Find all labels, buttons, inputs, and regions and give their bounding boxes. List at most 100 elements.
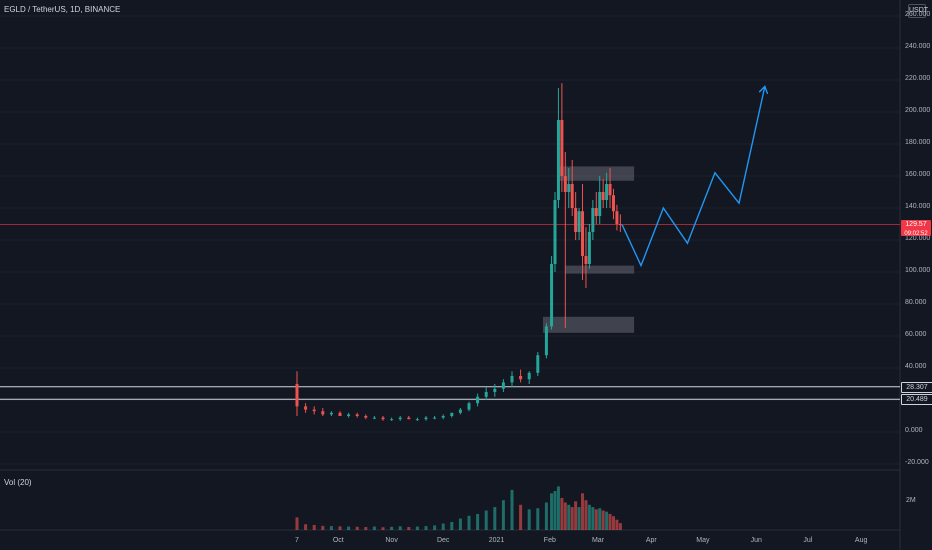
- volume-bar: [372, 526, 376, 530]
- volume-bar: [570, 507, 574, 530]
- volume-bar: [611, 516, 615, 530]
- candle-body: [581, 211, 585, 256]
- candle-body: [364, 416, 368, 418]
- volume-bar: [458, 518, 462, 530]
- candle-body: [433, 417, 437, 419]
- price-axis-tick: 200.000: [905, 107, 931, 114]
- candle-body: [556, 120, 560, 200]
- candle-body: [476, 396, 480, 404]
- price-zone: [558, 166, 635, 181]
- time-axis-tick: 7: [295, 537, 299, 544]
- level-badge-1: 28.307: [901, 381, 932, 393]
- time-axis-tick: Apr: [645, 537, 657, 544]
- time-axis-tick: Nov: [385, 537, 398, 544]
- candle-body: [312, 409, 316, 412]
- candle-body: [618, 224, 622, 225]
- volume-bar: [407, 527, 411, 530]
- volume-bar: [584, 500, 588, 530]
- volume-bar: [321, 525, 325, 530]
- candle-body: [424, 417, 428, 420]
- candle-body: [567, 184, 571, 192]
- price-axis-tick: 160.000: [905, 171, 931, 178]
- price-axis-tick: 220.000: [905, 75, 931, 82]
- volume-bar: [415, 526, 419, 530]
- volume-bar: [312, 524, 316, 530]
- candle-body: [574, 208, 578, 232]
- volume-bar: [553, 491, 557, 530]
- candle-body: [338, 412, 342, 416]
- volume-bar: [567, 504, 571, 530]
- volume-bar: [577, 507, 581, 530]
- price-value: 129.57: [905, 220, 927, 228]
- candle-body: [407, 417, 411, 420]
- volume-bar: [329, 526, 333, 530]
- candle-body: [544, 326, 548, 356]
- candle-body: [510, 376, 514, 383]
- projection-arrowhead: [758, 85, 769, 95]
- volume-bar: [608, 513, 612, 530]
- volume-bar: [618, 523, 622, 530]
- time-axis-tick: Dec: [436, 537, 450, 544]
- price-countdown: 09:02:52: [904, 230, 928, 237]
- volume-bar: [355, 526, 359, 530]
- current-price-badge: 129.57 09:02:52: [901, 219, 931, 237]
- volume-bar: [441, 523, 445, 530]
- volume-bar: [304, 524, 308, 530]
- candle-body: [415, 419, 419, 421]
- volume-label: Vol (20): [4, 478, 32, 487]
- candle-body: [587, 232, 591, 264]
- volume-bar: [598, 508, 602, 530]
- candle-body: [329, 412, 333, 415]
- candle-body: [501, 382, 505, 389]
- volume-bar: [587, 504, 591, 530]
- price-axis-tick: 120.000: [905, 235, 931, 242]
- time-axis-tick: Jun: [750, 537, 762, 544]
- volume-bar: [467, 515, 471, 530]
- candle-body: [615, 211, 619, 224]
- volume-bar: [556, 486, 560, 530]
- volume-bar: [550, 493, 554, 530]
- volume-bar: [338, 526, 342, 530]
- price-zone: [542, 316, 635, 333]
- candle-body: [441, 416, 445, 418]
- price-axis-tick: 60.000: [905, 331, 927, 338]
- price-axis-tick: 180.000: [905, 139, 931, 146]
- projection-path: [621, 86, 766, 268]
- volume-bar: [424, 526, 428, 530]
- candle-body: [450, 412, 454, 416]
- candle-body: [355, 414, 359, 416]
- volume-bar: [560, 497, 564, 530]
- candle-body: [605, 184, 609, 200]
- volume-bar: [398, 526, 402, 530]
- volume-bar: [493, 507, 497, 530]
- time-axis-tick: Jul: [803, 537, 813, 544]
- volume-bar: [510, 489, 514, 530]
- volume-bar: [527, 509, 531, 530]
- candle-body: [321, 411, 325, 415]
- price-axis-tick: 140.000: [905, 203, 931, 210]
- time-axis-tick: Feb: [543, 537, 556, 544]
- price-axis-tick: 240.000: [905, 43, 931, 50]
- time-axis-tick: Mar: [591, 537, 605, 544]
- candle-body: [390, 419, 394, 421]
- currency-label[interactable]: USDT: [908, 4, 928, 18]
- volume-bar: [601, 510, 605, 530]
- candle-body: [553, 200, 557, 264]
- candle-body: [560, 120, 564, 176]
- candle-body: [347, 414, 351, 416]
- candle-body: [570, 184, 574, 208]
- volume-bar: [591, 507, 595, 530]
- candle-body: [608, 184, 612, 196]
- time-axis-tick: May: [696, 537, 710, 544]
- volume-bar: [433, 525, 437, 530]
- price-axis-tick: 80.000: [905, 299, 927, 306]
- candle-body: [372, 417, 376, 419]
- candle-body: [381, 417, 385, 420]
- price-axis-tick: -20.000: [905, 459, 929, 466]
- volume-bar: [574, 501, 578, 530]
- candle-body: [304, 406, 308, 410]
- candle-body: [527, 372, 531, 380]
- volume-bar: [519, 504, 523, 530]
- level-badge-2: 20.489: [901, 394, 932, 406]
